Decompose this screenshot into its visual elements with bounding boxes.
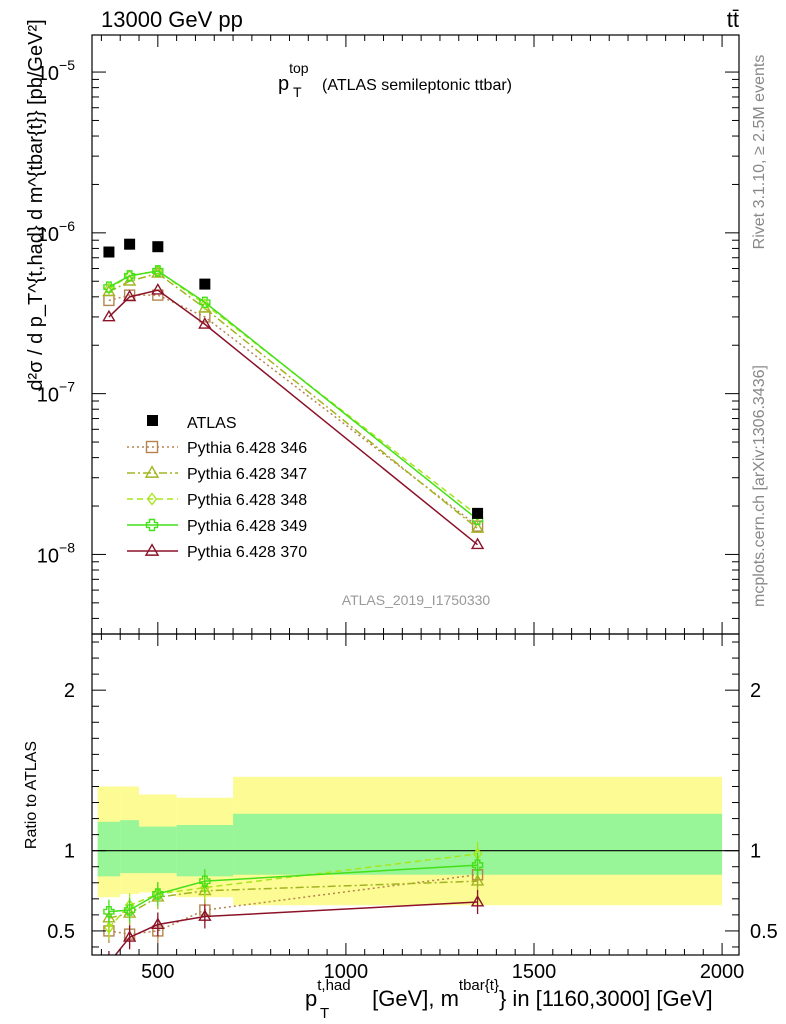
ratio-panel: 0.5 0.5 1 1 2 2 500 1000 1500 2000 Ratio to ATLAS p… bbox=[23, 633, 778, 1022]
ratio-curves bbox=[102, 841, 485, 967]
y-axis-label: d²σ / d p_T^{t,had} d m^{tbar{t}} [pb/Ge… bbox=[25, 19, 47, 390]
y-tick-label: 10−8 bbox=[37, 539, 75, 567]
series-point bbox=[470, 537, 485, 550]
x-tick-label: 1000 bbox=[324, 961, 369, 983]
ratio-frame bbox=[91, 633, 740, 956]
x-tick-label: 500 bbox=[141, 961, 174, 983]
data-point bbox=[152, 241, 164, 253]
series-point bbox=[152, 265, 164, 277]
ratio-point bbox=[104, 921, 114, 934]
legend-label: Pythia 6.428 349 bbox=[187, 518, 307, 535]
series-point bbox=[198, 317, 212, 329]
legend-label: Pythia 6.428 346 bbox=[187, 440, 307, 457]
legend-label: Pythia 6.428 348 bbox=[187, 492, 307, 509]
stat-uncertainty-band bbox=[97, 821, 121, 877]
legend-marker bbox=[145, 440, 159, 454]
legend-label: ATLAS bbox=[187, 415, 237, 432]
y-tick-label-right: 2 bbox=[750, 680, 761, 702]
legend-marker bbox=[146, 492, 158, 506]
ratio-point bbox=[122, 930, 137, 942]
legend-label: Pythia 6.428 347 bbox=[187, 466, 307, 483]
y-tick-label: 0.5 bbox=[47, 921, 75, 943]
ratio-point bbox=[151, 917, 165, 929]
series-atlas bbox=[103, 238, 484, 519]
series-point bbox=[199, 296, 211, 308]
series-point bbox=[103, 281, 115, 293]
chart-title: ptop T (ATLAS semileptonic ttbar) bbox=[278, 60, 512, 100]
series-point bbox=[102, 309, 116, 322]
y-tick-label-right: 0.5 bbox=[750, 921, 778, 943]
ratio-y-axis-label: Ratio to ATLAS bbox=[23, 741, 40, 849]
stat-uncertainty-band bbox=[120, 820, 140, 874]
ratio-point bbox=[470, 874, 485, 886]
series-pythia-6-428-349 bbox=[103, 265, 484, 526]
legend-label: Pythia 6.428 370 bbox=[187, 544, 307, 561]
y-tick-label: 1 bbox=[64, 841, 75, 863]
legend-marker bbox=[145, 518, 159, 532]
data-point bbox=[472, 507, 484, 519]
x-tick-label: 1500 bbox=[512, 961, 557, 983]
ratio-point bbox=[199, 875, 211, 887]
y-tick-label: 10−6 bbox=[37, 218, 75, 246]
ratio-point bbox=[103, 957, 114, 967]
ratio-point bbox=[470, 894, 485, 907]
ratio-point bbox=[152, 888, 164, 900]
main-panel: 10−8 10−7 10−6 10−5 ptop T (ATLAS semileptonic… bbox=[25, 19, 740, 635]
rivet-label: Rivet 3.1.10, ≥ 2.5M events bbox=[751, 55, 768, 250]
ratio-line bbox=[114, 901, 478, 955]
series-point bbox=[104, 282, 114, 295]
y-tick-label: 2 bbox=[64, 680, 75, 702]
stat-uncertainty-band bbox=[139, 826, 177, 874]
ratio-point bbox=[123, 904, 136, 916]
series-point bbox=[199, 298, 210, 311]
series-line bbox=[108, 270, 479, 521]
data-point bbox=[103, 246, 115, 258]
legend-marker bbox=[147, 415, 158, 426]
ratio-point bbox=[198, 909, 212, 921]
ratio-point bbox=[471, 859, 484, 871]
x-axis-label: pt,had T [GeV], mtbar{t}} in [1160,3000] … bbox=[305, 977, 713, 1022]
series-line bbox=[108, 294, 479, 527]
y-tick-label-right: 1 bbox=[750, 841, 761, 863]
series-point bbox=[122, 289, 137, 302]
energy-label: 13000 GeV pp bbox=[101, 7, 243, 32]
series-point bbox=[123, 270, 136, 282]
series-pythia-6-428-370 bbox=[102, 283, 485, 550]
ratio-point bbox=[103, 905, 115, 918]
x-tick-label: 2000 bbox=[700, 961, 745, 983]
legend-marker bbox=[144, 543, 160, 556]
process-label: tt̄ bbox=[727, 7, 739, 32]
legend: ATLAS Pythia 6.428 346 Pythia 6.428 347 Pyt… bbox=[127, 415, 307, 561]
watermark: ATLAS_2019_I1750330 bbox=[342, 592, 491, 608]
legend-marker bbox=[144, 465, 160, 478]
series-line bbox=[108, 272, 479, 530]
series-point bbox=[470, 521, 485, 533]
series-point bbox=[151, 283, 165, 295]
data-point bbox=[124, 238, 136, 250]
series-line bbox=[108, 289, 479, 546]
y-tick-label: 10−7 bbox=[37, 379, 75, 407]
y-tick-label: 10−5 bbox=[37, 57, 75, 85]
ratio-pythia-6-428-349 bbox=[103, 853, 484, 924]
data-point bbox=[199, 278, 211, 290]
mcplots-label: mcplots.cern.ch [arXiv:1306.3436] bbox=[751, 365, 768, 607]
ratio-pythia-6-428-370 bbox=[103, 890, 485, 967]
